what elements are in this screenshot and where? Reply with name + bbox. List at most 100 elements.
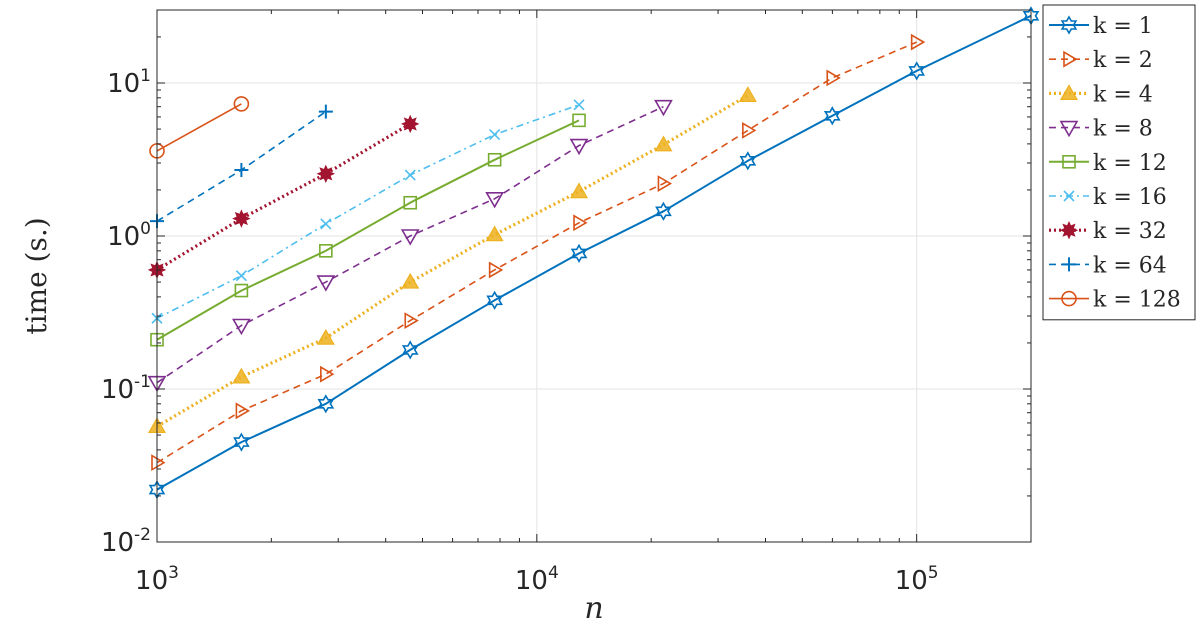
- legend-marker: [1059, 220, 1079, 240]
- tick-base: 10: [107, 222, 140, 252]
- data-point: [403, 195, 418, 210]
- legend-marker: [1062, 257, 1076, 272]
- legend-entry: k = 12: [1049, 151, 1167, 176]
- data-point: [401, 272, 420, 289]
- series-line: [156, 41, 918, 464]
- x-tick-label: 105: [895, 563, 939, 596]
- x-axis-title: n: [584, 591, 603, 626]
- data-point: [655, 201, 672, 221]
- tick-base: 10: [107, 69, 140, 99]
- tick-base: 10: [515, 566, 548, 596]
- data-point: [400, 229, 420, 246]
- legend-entry: k = 2: [1049, 48, 1153, 73]
- tick-exponent: 4: [548, 563, 559, 583]
- series-layer: [147, 6, 1040, 500]
- data-point: [316, 328, 335, 345]
- legend-marker: [1060, 15, 1078, 35]
- data-point: [235, 402, 250, 420]
- data-point: [320, 218, 332, 230]
- data-point: [569, 138, 589, 156]
- data-point: [404, 169, 416, 181]
- tick-exponent: 1: [140, 66, 151, 86]
- data-point: [232, 367, 251, 384]
- data-point: [572, 113, 586, 128]
- data-point: [401, 340, 419, 360]
- tick-base: 10: [895, 566, 928, 596]
- legend-label: k = 32: [1093, 219, 1167, 244]
- data-point: [657, 175, 673, 193]
- data-point: [234, 163, 249, 178]
- tick-exponent: 5: [928, 563, 939, 583]
- legend-marker: [1063, 50, 1078, 68]
- series-line: [156, 105, 664, 384]
- legend-label: k = 4: [1093, 82, 1153, 107]
- data-point: [826, 69, 841, 87]
- legend-marker: [1059, 84, 1079, 101]
- data-point: [569, 182, 589, 199]
- data-point: [400, 114, 420, 134]
- data-point: [485, 225, 504, 242]
- series-line: [156, 94, 749, 428]
- series-line: [156, 14, 1032, 491]
- data-point: [317, 394, 335, 414]
- legend-entry: k = 128: [1049, 288, 1181, 313]
- legend-marker: [1059, 120, 1079, 138]
- tick-exponent: 0: [140, 219, 151, 239]
- tick-exponent: -2: [134, 525, 151, 545]
- legend-entry: k = 16: [1049, 185, 1167, 210]
- tick-exponent: -1: [134, 372, 151, 392]
- data-point: [654, 135, 673, 152]
- legend-entry: k = 1: [1049, 14, 1153, 39]
- x-tick-label: 104: [515, 563, 559, 596]
- data-point: [316, 275, 336, 292]
- legend-label: k = 64: [1093, 253, 1167, 278]
- legend-entry: k = 64: [1049, 253, 1167, 278]
- data-point: [320, 365, 335, 383]
- y-tick-label: 100: [107, 219, 151, 252]
- legend-marker: [1061, 290, 1077, 307]
- plot-frame: [156, 9, 1032, 543]
- data-point: [489, 129, 501, 141]
- series-line: [156, 122, 412, 272]
- y-tick-label: 101: [107, 66, 151, 99]
- series-line: [156, 104, 580, 320]
- series-1: [148, 6, 1040, 500]
- plot-area: [157, 10, 1031, 542]
- tick-base: 10: [135, 566, 168, 596]
- legend-label: k = 2: [1093, 48, 1153, 73]
- data-point: [908, 61, 925, 81]
- data-point: [319, 244, 333, 258]
- data-point: [739, 151, 757, 171]
- series-2: [151, 33, 926, 472]
- series-line: [156, 103, 242, 152]
- data-point: [318, 104, 333, 119]
- data-point: [235, 270, 247, 282]
- data-point: [232, 209, 251, 228]
- tick-exponent: 3: [168, 563, 179, 583]
- data-point: [738, 86, 757, 102]
- data-point: [488, 261, 504, 279]
- data-point: [654, 99, 673, 117]
- data-point: [316, 164, 336, 183]
- series-7: [147, 114, 420, 280]
- y-tick-label: 10-2: [101, 525, 151, 558]
- data-point: [910, 33, 926, 51]
- legend-entry: k = 32: [1049, 219, 1167, 244]
- legend-label: k = 12: [1093, 151, 1167, 176]
- y-axis-title: time (s.): [20, 217, 53, 334]
- data-point: [232, 318, 251, 336]
- data-point: [573, 214, 588, 232]
- data-point: [573, 99, 585, 111]
- data-point: [151, 454, 166, 472]
- tick-base: 10: [101, 528, 134, 558]
- legend-marker: [1063, 190, 1075, 202]
- legend-entry: k = 4: [1049, 82, 1153, 107]
- data-point: [404, 312, 419, 329]
- legend-label: k = 128: [1093, 288, 1181, 313]
- data-point: [233, 96, 250, 112]
- legend-label: k = 16: [1093, 185, 1167, 210]
- data-point: [823, 106, 841, 126]
- y-tick-label: 10-1: [101, 372, 151, 405]
- legend-entry: k = 8: [1049, 117, 1153, 142]
